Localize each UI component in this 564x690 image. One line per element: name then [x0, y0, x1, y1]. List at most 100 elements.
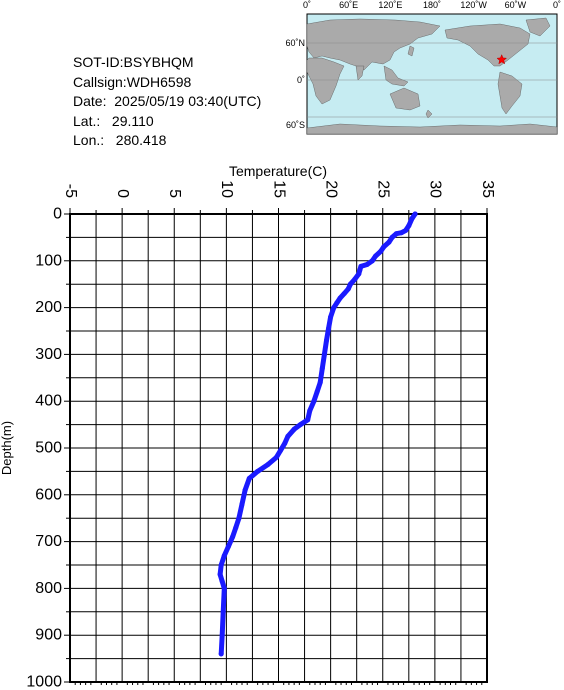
- profile-point: [218, 562, 224, 568]
- profile-point: [364, 262, 370, 267]
- profile-point: [265, 461, 271, 467]
- plot-frame: [69, 213, 488, 683]
- profile-point: [233, 525, 239, 531]
- landmass-africa: [306, 57, 345, 105]
- profile-point: [378, 248, 384, 254]
- profile-point: [319, 365, 325, 371]
- profile-point: [406, 223, 412, 229]
- profile-point: [331, 305, 337, 311]
- x-tick-label: 35: [479, 180, 496, 198]
- profile-point: [337, 295, 343, 301]
- profile-point: [328, 314, 334, 320]
- y-tick-label: 0: [53, 206, 62, 223]
- map-longitude-label: 60˚W: [505, 0, 527, 10]
- profile-point: [236, 515, 242, 521]
- profile-point: [218, 651, 224, 657]
- profile-point: [412, 211, 418, 217]
- profile-point: [389, 234, 395, 240]
- profile-point: [239, 501, 245, 507]
- x-tick-label: 5: [166, 189, 183, 198]
- profile-point: [297, 422, 303, 428]
- profile-point: [358, 263, 364, 269]
- grid-lines: [69, 213, 488, 683]
- map-longitude-label: 0˚: [303, 0, 311, 10]
- y-tick-label: 600: [35, 486, 62, 503]
- profile-point: [246, 475, 252, 481]
- station-info: SOT-ID:BSYBHQM Callsign:WDH6598 Date: 20…: [73, 53, 261, 151]
- x-tick-label: 30: [427, 180, 444, 198]
- x-tick-label: 0: [114, 189, 131, 198]
- profile-point: [386, 239, 392, 245]
- profile-point: [219, 578, 225, 584]
- y-tick-label: 500: [35, 440, 62, 457]
- profile-point: [285, 433, 291, 439]
- observation-date: Date: 2025/05/19 03:40(UTC): [73, 93, 262, 109]
- profile-point: [345, 286, 351, 292]
- callsign: Callsign:WDH6598: [73, 73, 192, 90]
- profile-point: [282, 440, 288, 446]
- latitude: Lat.: 29.110: [73, 112, 154, 129]
- profile-point: [317, 380, 323, 385]
- profile-point: [255, 468, 261, 474]
- profile-point: [311, 398, 317, 404]
- y-tick-label: 200: [35, 299, 62, 316]
- profile-point: [273, 454, 279, 460]
- profile-point: [409, 216, 415, 222]
- profile-point: [393, 231, 399, 237]
- landmass-se-asia: [383, 65, 409, 87]
- x-tick-label: -5: [62, 184, 79, 198]
- profile-point: [321, 351, 327, 357]
- y-tick-label: 700: [35, 533, 62, 550]
- profile-point: [221, 585, 227, 591]
- location-star-marker: [496, 54, 508, 65]
- longitude: Lon.: 280.418: [73, 132, 167, 148]
- map-land: [306, 17, 558, 135]
- profile-point: [334, 300, 340, 306]
- y-tick-labels: 0 100 200 300 400 500 600 700 800 900 1000: [26, 206, 62, 690]
- landmass-india: [355, 65, 365, 81]
- x-tick-labels: -5 0 5 10 15 20 25 30 35: [62, 180, 496, 198]
- profile-point: [291, 426, 297, 432]
- temperature-profile: [217, 211, 418, 657]
- profile-point: [352, 277, 358, 282]
- map-gridlines: [307, 42, 557, 118]
- map-longitude-label: 180˚: [423, 0, 441, 10]
- profile-point: [220, 609, 226, 615]
- landmass-antarctica: [306, 123, 558, 135]
- profile-point: [324, 337, 329, 343]
- map-location-marker: [496, 54, 508, 65]
- y-tick-label: 1000: [26, 674, 62, 690]
- profile-point: [221, 553, 227, 559]
- y-tick-label: 900: [35, 627, 62, 644]
- profile-point: [219, 632, 225, 638]
- y-tick-label: 800: [35, 580, 62, 597]
- y-axis-label: Depth(m): [0, 421, 14, 475]
- sot-id: SOT-ID:BSYBHQM: [73, 54, 194, 70]
- x-tick-label: 10: [218, 180, 235, 198]
- x-tick-label: 25: [375, 180, 392, 198]
- map-latitude-label: 0˚: [297, 75, 305, 85]
- profile-point: [217, 571, 223, 577]
- profile-point: [278, 447, 284, 453]
- landmass-eurasia: [306, 18, 441, 71]
- map-latitude-label: 60˚N: [285, 38, 305, 48]
- x-tick-label: 20: [322, 180, 339, 198]
- y-tick-label: 300: [35, 346, 62, 363]
- landmass-australia: [389, 87, 421, 111]
- map-longitude-label: 120˚W: [460, 0, 487, 10]
- y-tick-label: 400: [35, 393, 62, 410]
- profile-point: [381, 244, 387, 250]
- profile-point: [242, 487, 248, 493]
- profile-point: [230, 534, 236, 540]
- profile-chart: -5 0 5 10 15 20 25 30 35 01002003004005006007008…: [0, 163, 496, 690]
- map-longitude-label: 60˚E: [339, 0, 358, 10]
- location-map: 0˚ 60˚E 120˚E 180˚ 120˚W 60˚W 0˚ 60˚N 0˚ 60˚S: [285, 0, 561, 135]
- landmass-greenland: [525, 17, 551, 37]
- x-axis-label: Temperature(C): [229, 163, 327, 179]
- x-tick-label: 15: [270, 180, 287, 198]
- map-latitude-labels: 60˚N 0˚ 60˚S: [285, 38, 305, 130]
- profile-point: [347, 281, 353, 287]
- profile-point: [373, 253, 378, 259]
- y-tick-label: 100: [35, 252, 62, 269]
